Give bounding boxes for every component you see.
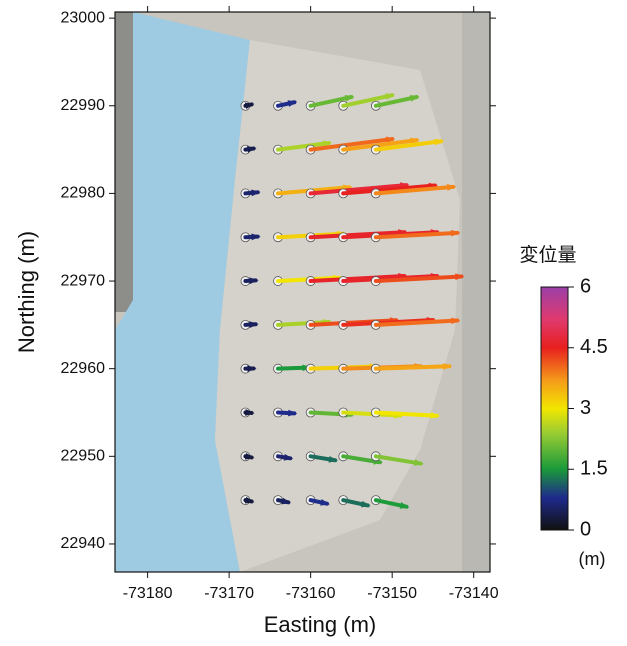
y-tick-label: 22990: [61, 97, 106, 114]
x-tick-label: -73140: [449, 585, 499, 602]
colorbar-tick-label: 6: [580, 275, 591, 297]
road: [115, 12, 133, 312]
x-tick-label: -73170: [204, 585, 254, 602]
x-axis-label: Easting (m): [264, 612, 376, 637]
colorbar-tick-label: 0: [580, 518, 591, 540]
chart: Easting (m) Northing (m) 変位量 (m) -73180 -…: [0, 0, 627, 641]
y-tick-label: 22950: [61, 448, 106, 465]
y-tick-label: 22940: [61, 535, 106, 552]
displacement-vector: [376, 366, 449, 368]
field-strip: [462, 12, 490, 572]
colorbar-unit: (m): [579, 549, 606, 569]
background-image: [115, 12, 490, 572]
colorbar-tick-label: 1.5: [580, 458, 608, 480]
colorbar-tick-label: 3: [580, 397, 591, 419]
colorbar-tick-label: 4.5: [580, 336, 608, 358]
colorbar: [541, 287, 568, 530]
y-tick-label: 22960: [61, 360, 106, 377]
x-tick-label: -73180: [123, 585, 173, 602]
y-tick-label: 22980: [61, 185, 106, 202]
y-tick-label: 22970: [61, 272, 106, 289]
y-axis-label: Northing (m): [14, 231, 39, 353]
colorbar-title: 変位量: [519, 244, 576, 266]
x-tick-label: -73160: [286, 585, 336, 602]
y-tick-label: 23000: [61, 9, 106, 26]
x-tick-label: -73150: [367, 585, 417, 602]
